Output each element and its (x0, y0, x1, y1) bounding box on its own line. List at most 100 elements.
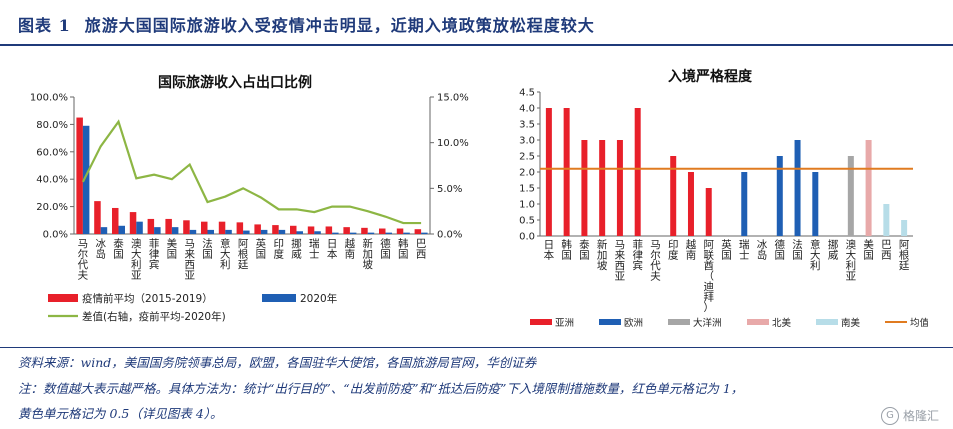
y-tick-label: 1.0 (519, 200, 535, 211)
bar-2020 (154, 227, 161, 234)
x-tick-label: 韩国 (398, 237, 409, 261)
legend-swatch-region (747, 319, 769, 325)
legend-label-2020: 2020年 (300, 292, 337, 305)
y-tick-label: 3.0 (519, 136, 535, 147)
strictness-bar (616, 140, 623, 236)
bar-pre-pandemic (396, 228, 404, 234)
left-y-tick-label: 100.0% (30, 93, 68, 104)
bar-pre-pandemic (272, 225, 279, 234)
bar-pre-pandemic (325, 226, 333, 234)
x-tick-label: 挪威 (291, 237, 302, 261)
strictness-bar (883, 204, 890, 236)
x-tick-label: 瑞士 (739, 239, 750, 262)
right-y-tick-label: 15.0% (437, 93, 469, 104)
strictness-bar (865, 140, 872, 236)
x-tick-label: 德国 (775, 238, 786, 262)
strictness-bar (563, 108, 570, 236)
legend-label-difference: 差值(右轴，疫前平均-2020年) (82, 310, 226, 323)
bar-2020 (260, 229, 268, 234)
x-tick-label: 马尔代夫 (650, 239, 661, 283)
bar-2020 (349, 232, 357, 234)
bar-pre-pandemic (112, 207, 119, 234)
y-tick-label: 1.5 (519, 184, 535, 195)
x-tick-label: 英国 (721, 238, 732, 262)
bar-pre-pandemic (147, 218, 155, 234)
x-tick-label: 日本 (544, 239, 555, 262)
x-tick-label: 马尔代夫 (78, 238, 89, 282)
x-tick-label: 马来西亚 (615, 239, 626, 283)
figure-header: 图表 1 旅游大国国际旅游收入受疫情冲击明显，近期入境政策放松程度较大 (0, 0, 953, 46)
bar-pre-pandemic (236, 222, 244, 234)
x-tick-label: 意大利 (220, 237, 231, 271)
x-tick-label: 澳大利亚 (131, 237, 142, 282)
legend-label: 北美 (772, 317, 792, 329)
bar-pre-pandemic (414, 229, 422, 234)
x-tick-label: 阿根廷 (899, 239, 910, 272)
bar-2020 (100, 227, 108, 234)
y-tick-label: 0.0 (519, 232, 535, 243)
bar-pre-pandemic (361, 227, 368, 234)
entry-strictness-chart: 0.00.51.01.52.02.53.03.54.04.5日本韩国泰国新加坡马… (519, 88, 928, 330)
x-tick-label: 菲律宾 (632, 239, 643, 272)
figure-label: 图表 1 (18, 16, 71, 35)
x-tick-label: 法国 (202, 237, 213, 261)
x-tick-label: 新加坡 (362, 237, 373, 271)
bar-2020 (278, 229, 286, 234)
source-note: 资料来源：wind，美国国务院领事总局，欧盟，各国驻华大使馆，各国旅游局官网，华… (18, 355, 537, 370)
bar-pre-pandemic (165, 218, 172, 234)
x-tick-label: 法国 (792, 238, 803, 262)
x-tick-label: 印度 (668, 239, 679, 262)
tourism-revenue-chart: 0.0% 20.0% 40.0% 60.0% 80.0% 100.0% 0.0% 5.0% 10… (30, 93, 469, 324)
left-chart-title: 国际旅游收入占出口比例 (158, 75, 312, 91)
x-tick-label: 挪威 (828, 238, 839, 262)
y-tick-label: 3.5 (519, 120, 535, 131)
x-tick-label: 德国 (380, 237, 391, 261)
watermark: G 格隆汇 (880, 407, 939, 425)
left-y-tick-label: 80.0% (36, 120, 68, 131)
x-tick-label: 瑞士 (309, 238, 320, 261)
x-tick-label: 阿联酋（迪拜） (703, 239, 714, 314)
x-tick-label: 越南 (686, 238, 697, 262)
method-note-line2: 黄色单元格记为 0.5（详见图表 4）。 (18, 406, 223, 421)
bar-2020 (189, 229, 197, 234)
bar-2020 (314, 231, 321, 234)
left-y-tick-label: 0.0% (43, 230, 68, 241)
x-tick-label: 美国 (863, 238, 874, 262)
x-tick-label: 阿根廷 (238, 238, 249, 271)
bar-pre-pandemic (290, 225, 297, 234)
bar-2020 (403, 232, 410, 234)
bar-2020 (421, 232, 428, 234)
bar-2020 (367, 232, 375, 234)
legend-label: 亚洲 (555, 318, 574, 329)
y-tick-label: 0.5 (519, 216, 535, 227)
x-tick-label: 马来西亚 (184, 238, 195, 282)
x-tick-label: 日本 (327, 238, 338, 261)
strictness-bar (581, 140, 588, 236)
legend-label: 均值 (910, 317, 928, 329)
strictness-bar (634, 108, 641, 236)
right-y-tick-label: 5.0% (437, 184, 462, 195)
x-tick-label: 冰岛 (757, 238, 768, 262)
strictness-bar (599, 140, 606, 236)
x-tick-label: 菲律宾 (149, 238, 160, 271)
x-tick-label: 越南 (345, 237, 356, 261)
strictness-bar (705, 188, 712, 236)
right-y-tick-label: 0.0% (437, 230, 462, 241)
strictness-bar (812, 172, 819, 236)
y-tick-label: 4.0 (519, 104, 535, 115)
difference-line (81, 119, 422, 225)
bar-pre-pandemic (129, 212, 137, 234)
bar-pre-pandemic (218, 221, 226, 234)
strictness-bar (776, 156, 783, 236)
bar-pre-pandemic (307, 226, 315, 234)
y-tick-label: 2.5 (519, 152, 535, 163)
bar-2020 (171, 227, 179, 234)
right-chart-title: 入境严格程度 (668, 69, 752, 85)
bar-2020 (243, 230, 250, 234)
method-note-line1: 注：数值越大表示越严格。具体方法为：统计“出行目的”、“出发前防疫”和“抵达后防… (18, 381, 744, 396)
legend-swatch-2020 (262, 294, 296, 302)
x-tick-label: 巴西 (881, 239, 892, 262)
figure-title: 旅游大国国际旅游收入受疫情冲击明显，近期入境政策放松程度较大 (84, 16, 595, 35)
strictness-bar (545, 108, 552, 236)
bar-2020 (296, 231, 303, 234)
